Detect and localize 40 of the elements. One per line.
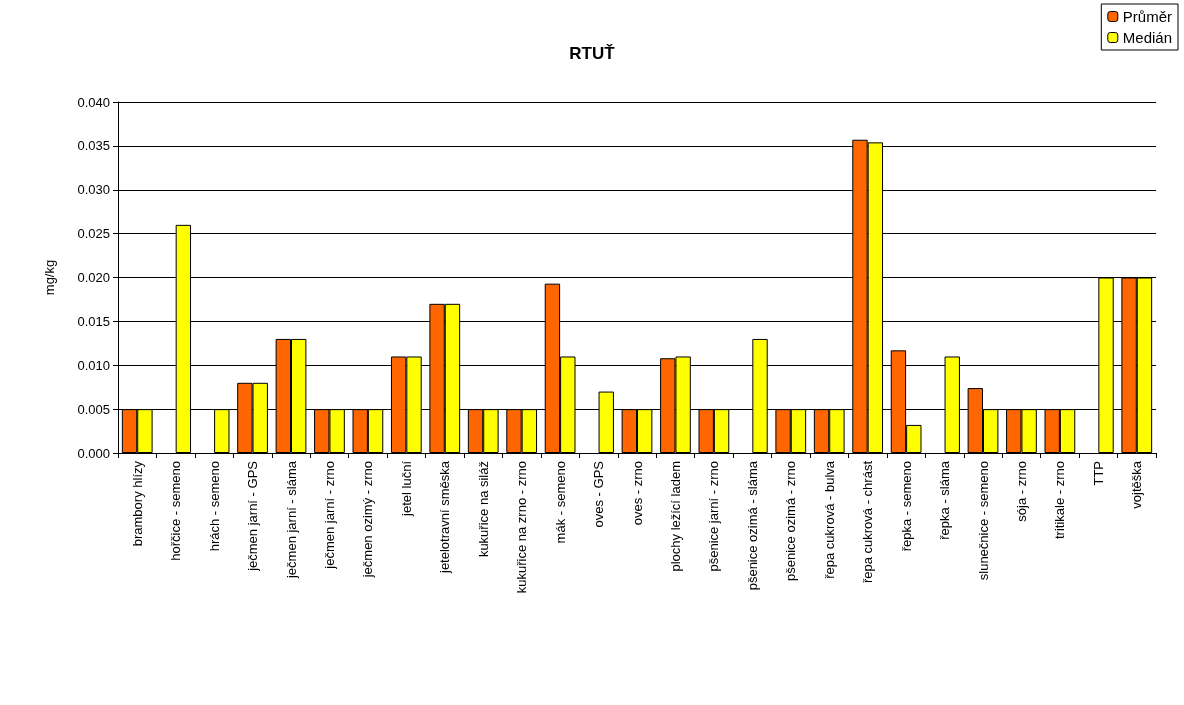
y-tick-label: 0.005 [77, 401, 110, 417]
x-tick-label: oves - GPS [591, 460, 607, 528]
y-tick-label: 0.030 [77, 182, 110, 198]
chart-title: RTUŤ [569, 44, 616, 63]
x-tick-label: řepka - sláma [937, 460, 953, 540]
x-tick-label: ječmen ozimý - zrno [360, 461, 376, 579]
x-tick-label: pšenice jarní - zrno [706, 461, 722, 572]
x-tick-label: ječmen jarní - zrno [321, 461, 337, 570]
x-tick-label: jetelotravní směska [437, 460, 453, 574]
x-tick-label: sója - zrno [1013, 461, 1029, 522]
y-tick-label: 0.015 [77, 313, 110, 329]
y-axis-title: mg/kg [42, 259, 57, 296]
x-tick-label: pšenice ozimá - zrno [783, 461, 799, 581]
x-tick-label: slunečnice - semeno [975, 461, 991, 581]
x-tick-label: řepka - semeno [898, 461, 914, 552]
x-tick-label: kukuřice na siláž [475, 461, 491, 558]
x-tick-label: tritikale - zrno [1052, 461, 1068, 540]
legend-label: Medián [1122, 29, 1173, 46]
x-tick-label: pšenice ozimá - sláma [744, 460, 760, 591]
x-tick-label: TTP [1090, 461, 1106, 486]
legend-label: Průměr [1122, 8, 1172, 25]
x-tick-label: hořčice - semeno [168, 461, 184, 561]
x-tick-label: kukuřice na zrno - zrno [514, 461, 530, 594]
y-tick-label: 0.035 [77, 138, 110, 154]
x-tick-label: řepa cukrová - chrást [860, 460, 876, 584]
x-tick-label: jetel luční [398, 460, 414, 517]
x-tick-label: oves - zrno [629, 461, 645, 526]
x-tick-label: ječmen jarní - GPS [245, 460, 261, 572]
x-tick-label: plochy ležící ladem [667, 461, 683, 572]
y-tick-label: 0.025 [77, 226, 110, 242]
x-tick-label: hrách - semeno [206, 461, 222, 552]
y-tick-label: 0.040 [77, 94, 110, 110]
x-tick-label: mák - semeno [552, 461, 568, 544]
x-tick-label: brambory hlízy [129, 460, 145, 547]
y-tick-label: 0.010 [77, 357, 110, 373]
x-tick-label: vojtěška [1129, 460, 1145, 509]
y-tick-label: 0.000 [77, 445, 110, 461]
x-tick-label: ječmen jarní - sláma [283, 460, 299, 580]
x-tick-label: řepa cukrová - bulva [821, 460, 837, 579]
y-tick-label: 0.020 [77, 270, 110, 285]
